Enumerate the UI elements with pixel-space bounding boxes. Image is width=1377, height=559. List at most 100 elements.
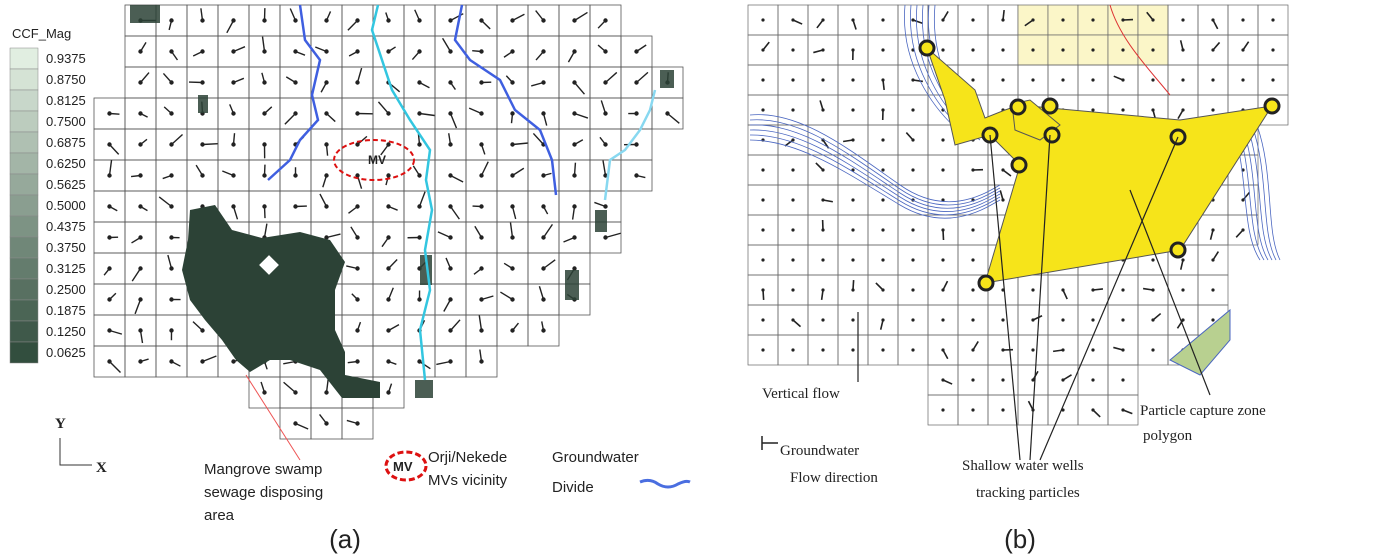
flow-arrow [378, 102, 388, 114]
legend-swatch [10, 90, 38, 111]
legend-swatch [10, 48, 38, 69]
divide-legend-symbol [640, 480, 690, 487]
flow-dot [200, 142, 204, 146]
flow-dot [510, 328, 514, 332]
flow-dot [448, 142, 452, 146]
flow-dot [851, 18, 854, 21]
flow-dot [821, 48, 824, 51]
flow-direction-symbol [762, 436, 778, 450]
flow-dot [941, 18, 944, 21]
flow-dot [169, 111, 173, 115]
flow-dot [1181, 78, 1184, 81]
flow-dot [510, 173, 514, 177]
flow-dot [417, 142, 421, 146]
flow-dot [911, 258, 914, 261]
flow-dot [169, 18, 173, 22]
flow-dot [851, 108, 854, 111]
flow-dot [169, 173, 173, 177]
flow-dot [448, 328, 452, 332]
flow-dot [603, 235, 607, 239]
flow-dot [386, 111, 390, 115]
flow-arrow [668, 114, 680, 124]
flow-dot [293, 421, 297, 425]
flow-dot [881, 18, 884, 21]
dark-cell [130, 5, 160, 23]
flow-arrow [110, 362, 121, 373]
flow-dot [510, 297, 514, 301]
flow-dot [971, 348, 974, 351]
y-axis-label: Y [55, 416, 66, 432]
flow-dot [1151, 108, 1154, 111]
flow-dot [761, 348, 764, 351]
flow-dot [541, 49, 545, 53]
flow-dot [911, 318, 914, 321]
leader-line [246, 375, 300, 460]
flow-dot [881, 168, 884, 171]
flow-dot [541, 80, 545, 84]
flow-dot [479, 266, 483, 270]
flow-dot [355, 49, 359, 53]
legend-label: 0.3750 [46, 240, 86, 255]
flow-dot [1241, 18, 1244, 21]
flow-dot [941, 408, 944, 411]
flow-dot [479, 328, 483, 332]
flow-dot [169, 266, 173, 270]
flow-dot [634, 173, 638, 177]
flow-dot [231, 359, 235, 363]
flow-dot [386, 390, 390, 394]
flow-dot [971, 18, 974, 21]
flow-dot [1151, 318, 1154, 321]
capture-zone-label: polygon [1143, 428, 1193, 444]
flow-dot [324, 111, 328, 115]
flow-dot [851, 348, 854, 351]
legend-label: 0.2500 [46, 282, 86, 297]
flow-dot [541, 297, 545, 301]
flow-dot [603, 18, 607, 22]
flow-dot [1211, 228, 1214, 231]
flow-dot [1121, 78, 1124, 81]
flow-arrow [575, 12, 588, 20]
flow-dot [1061, 78, 1064, 81]
flow-dot [572, 204, 576, 208]
flow-arrow [284, 382, 296, 392]
flow-dot [231, 80, 235, 84]
well [979, 276, 993, 290]
flow-dot [138, 142, 142, 146]
flow-arrow [159, 197, 171, 207]
flow-dot [821, 108, 824, 111]
flow-direction-label: Groundwater [780, 443, 859, 459]
flow-dot [941, 228, 944, 231]
flow-arrow [606, 233, 621, 237]
flow-dot [510, 204, 514, 208]
flow-dot [761, 48, 764, 51]
flow-dot [169, 49, 173, 53]
flow-dot [324, 390, 328, 394]
legend-label: 0.7500 [46, 114, 86, 129]
flow-dot [911, 288, 914, 291]
flow-dot [1181, 18, 1184, 21]
flow-dot [971, 228, 974, 231]
flow-dot [572, 111, 576, 115]
flow-dot [1181, 258, 1184, 261]
flow-dot [881, 138, 884, 141]
caption: (a) [329, 524, 361, 554]
flow-dot [821, 348, 824, 351]
flow-dot [1121, 348, 1124, 351]
mangrove-label: sewage disposing [204, 484, 323, 501]
flow-dot [1031, 348, 1034, 351]
flow-dot [386, 359, 390, 363]
flow-dot [665, 111, 669, 115]
flow-dot [1001, 408, 1004, 411]
flow-dot [791, 18, 794, 21]
flow-dot [293, 111, 297, 115]
flow-dot [1211, 108, 1214, 111]
flow-dot [479, 204, 483, 208]
flow-dot [572, 235, 576, 239]
legend-label: 0.8750 [46, 72, 86, 87]
flow-dot [1031, 48, 1034, 51]
legend-label: 0.1875 [46, 303, 86, 318]
mv-legend-label: Orji/Nekede [428, 449, 507, 466]
flow-dot [262, 80, 266, 84]
flow-dot [386, 235, 390, 239]
legend-label: 0.1250 [46, 324, 86, 339]
